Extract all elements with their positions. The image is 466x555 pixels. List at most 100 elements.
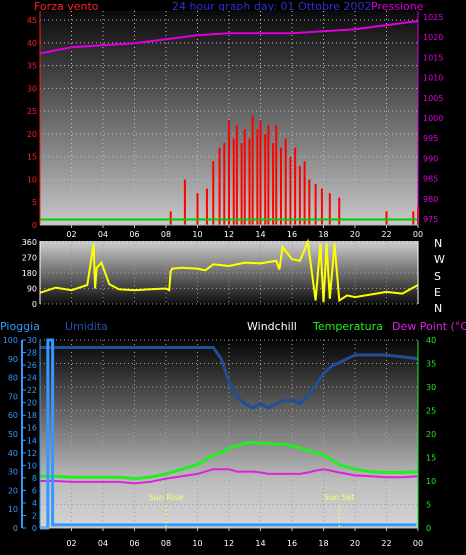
pressure-tick-label: 985 — [423, 175, 438, 184]
wind-bar — [289, 156, 292, 225]
rain-tick-label: 22 — [27, 386, 37, 395]
rain-tick-label: 2 — [32, 511, 37, 520]
pressure-tick-label: 1025 — [423, 13, 443, 22]
wind-bar — [298, 165, 301, 225]
x-tick-label: 16 — [287, 539, 297, 548]
wind-bar — [223, 143, 226, 225]
dewpoint-line — [40, 468, 419, 485]
wind-tick-label: 40 — [27, 39, 37, 48]
temperature-tick-label: 25 — [426, 407, 436, 416]
rain-tick-label: 20 — [27, 399, 37, 408]
pressure-title: Pressione — [371, 0, 424, 13]
wind-bar — [243, 129, 246, 225]
pressure-tick-label: 1020 — [423, 33, 443, 42]
temperature-tick-label: 20 — [426, 430, 436, 439]
x-tick-label: 10 — [192, 539, 202, 548]
compass-letter: W — [434, 253, 445, 266]
x-tick-label: 12 — [224, 539, 234, 548]
wind-bar — [183, 179, 186, 225]
rain-title: Pioggia — [0, 320, 40, 333]
wind-tick-label: 5 — [32, 198, 37, 207]
x-tick-label: 02 — [66, 539, 76, 548]
x-tick-label: 22 — [381, 230, 391, 239]
compass-letter: E — [434, 286, 441, 299]
x-tick-label: 06 — [129, 539, 139, 548]
wind-bar — [240, 143, 243, 225]
wind-direction-line — [39, 238, 419, 303]
x-tick-label: 22 — [381, 539, 391, 548]
humidity-tick-label: 100 — [3, 336, 18, 345]
wind-bar — [320, 188, 323, 225]
direction-tick-label: 360 — [22, 238, 37, 247]
x-tick-label: 18 — [318, 230, 328, 239]
pressure-tick-label: 975 — [423, 215, 438, 224]
rain-tick-label: 0 — [32, 524, 37, 533]
x-tick-label: 04 — [98, 230, 108, 239]
humidity-tick-label: 50 — [8, 430, 18, 439]
x-tick-label: 16 — [287, 230, 297, 239]
rain-tick-label: 18 — [27, 411, 37, 420]
wind-bar — [251, 115, 254, 225]
x-tick-label: 20 — [350, 230, 360, 239]
sunrise-label: Sun Rise — [149, 493, 184, 502]
wind-bar — [308, 179, 311, 225]
humidity-tick-label: 0 — [13, 524, 18, 533]
wind-bar — [272, 143, 275, 225]
wind-bar — [267, 124, 270, 225]
temperature-title: Temperatura — [312, 320, 383, 333]
humidity-tick-label: 70 — [8, 392, 18, 401]
x-tick-label: 18 — [318, 539, 328, 548]
humidity-tick-label: 20 — [8, 486, 18, 495]
x-tick-label: 08 — [161, 539, 171, 548]
wind-bar — [256, 129, 259, 225]
rain-tick-label: 24 — [27, 374, 37, 383]
wind-bar — [232, 138, 235, 225]
x-tick-label: 00 — [413, 539, 423, 548]
pressure-tick-label: 1015 — [423, 53, 443, 62]
chart-subtitle: 24 hour graph day: 01 Ottobre 2002 — [172, 0, 372, 13]
wind-bar — [314, 184, 317, 225]
dewpoint-title: Dew Point (°C) — [392, 320, 466, 333]
wind-tick-label: 10 — [27, 175, 37, 184]
rain-tick-label: 26 — [27, 361, 37, 370]
wind-tick-label: 30 — [27, 84, 37, 93]
rain-tick-label: 14 — [27, 436, 37, 445]
wind-bar — [248, 138, 251, 225]
temperature-line — [40, 440, 419, 481]
rain-tick-label: 12 — [27, 449, 37, 458]
wind-bar — [328, 193, 331, 225]
wind-bar — [169, 211, 172, 225]
direction-tick-label: 0 — [32, 300, 37, 309]
x-tick-label: 14 — [255, 539, 265, 548]
wind-bar — [228, 120, 230, 225]
direction-tick-label: 270 — [22, 253, 37, 262]
wind-bar — [279, 147, 282, 225]
wind-bar — [412, 211, 415, 225]
wind-bar — [196, 193, 199, 225]
compass-letter: N — [434, 237, 442, 250]
wind-tick-label: 25 — [27, 107, 37, 116]
pressure-tick-label: 1000 — [423, 114, 443, 123]
wind-tick-label: 0 — [32, 221, 37, 230]
x-tick-label: 00 — [413, 230, 423, 239]
humidity-tick-label: 30 — [8, 468, 18, 477]
pressure-tick-label: 995 — [423, 134, 438, 143]
rain-tick-label: 28 — [27, 349, 37, 358]
x-tick-label: 02 — [66, 230, 76, 239]
compass-letter: N — [434, 302, 442, 315]
x-tick-label: 10 — [192, 230, 202, 239]
direction-tick-label: 180 — [22, 269, 37, 278]
x-tick-label: 14 — [255, 230, 265, 239]
pressure-line — [39, 20, 419, 55]
pressure-tick-label: 1005 — [423, 94, 443, 103]
humidity-tick-label: 40 — [8, 449, 18, 458]
rain-tick-label: 8 — [32, 474, 37, 483]
wind-bar — [303, 161, 306, 225]
humidity-tick-label: 10 — [8, 505, 18, 514]
humidity-tick-label: 80 — [8, 374, 18, 383]
pressure-tick-label: 1010 — [423, 74, 443, 83]
humidity-tick-label: 60 — [8, 411, 18, 420]
compass-letter: S — [434, 270, 441, 283]
wind-bar — [235, 124, 238, 225]
direction-tick-label: 90 — [27, 284, 37, 293]
